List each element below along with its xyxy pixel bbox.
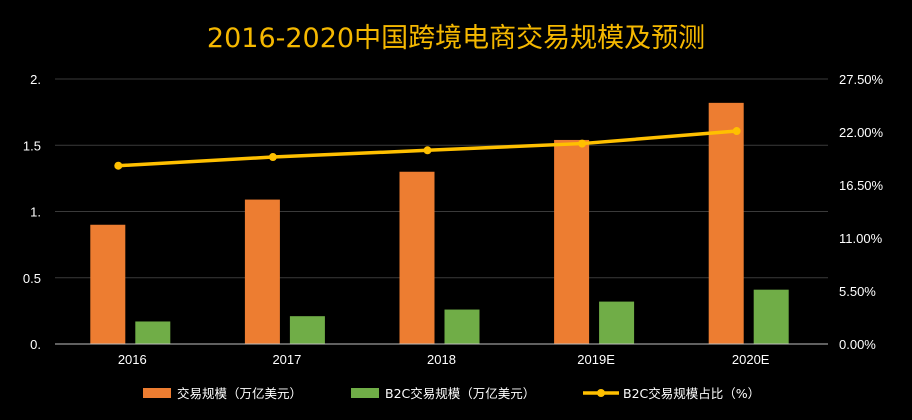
bar-b2c-volume [599, 301, 635, 344]
bar-b2c-volume [135, 321, 171, 344]
x-tick-label: 2018 [427, 352, 456, 367]
bar-trade-volume [708, 102, 744, 344]
bar-trade-volume [244, 199, 280, 344]
x-tick-label: 2017 [272, 352, 301, 367]
bar-b2c-volume [753, 289, 789, 344]
gridlines [55, 78, 828, 279]
bar-b2c-volume [289, 316, 325, 344]
line-point [578, 139, 587, 148]
bar-trade-volume [90, 224, 126, 344]
line-point [732, 127, 741, 136]
left-tick-label: 0.5 [23, 271, 41, 286]
right-tick-label: 16.50% [839, 178, 884, 193]
line-point [114, 161, 123, 170]
x-tick-label: 2016 [118, 352, 147, 367]
legend-swatch-trade-volume [143, 388, 171, 398]
legend-label-trade-volume: 交易规模（万亿美元） [177, 386, 302, 401]
right-tick-label: 11.00% [839, 231, 883, 246]
legend-label-b2c-share: B2C交易规模占比（%） [623, 386, 760, 401]
left-tick-label: 2. [30, 72, 41, 87]
left-axis: 0. 0.5 1. 1.5 2. [23, 72, 41, 352]
legend-swatch-b2c-volume [351, 388, 379, 398]
bar-trade-volume [399, 171, 435, 344]
bar-b2c-volume [444, 309, 480, 344]
right-tick-label: 27.50% [839, 72, 884, 87]
chart-title: 2016-2020中国跨境电商交易规模及预测 [207, 23, 705, 54]
right-tick-label: 0.00% [839, 337, 876, 352]
bar-trade-volume [554, 139, 590, 344]
left-tick-label: 1.5 [23, 138, 41, 153]
legend-marker-b2c-share [597, 389, 605, 397]
right-tick-label: 22.00% [839, 125, 884, 140]
bars [90, 102, 789, 344]
line-point [423, 146, 432, 155]
x-tick-label: 2019E [577, 352, 615, 367]
legend-label-b2c-volume: B2C交易规模（万亿美元） [385, 386, 535, 401]
right-axis: 0.00% 5.50% 11.00% 16.50% 22.00% 27.50% [839, 72, 884, 352]
left-tick-label: 1. [30, 205, 41, 220]
line-series [114, 127, 741, 170]
left-tick-label: 0. [30, 337, 41, 352]
legend: 交易规模（万亿美元） B2C交易规模（万亿美元） B2C交易规模占比（%） [143, 386, 760, 401]
x-axis: 2016 2017 2018 2019E 2020E [55, 343, 828, 367]
x-tick-label: 2020E [732, 352, 770, 367]
line-point [268, 153, 277, 162]
right-tick-label: 5.50% [839, 284, 876, 299]
